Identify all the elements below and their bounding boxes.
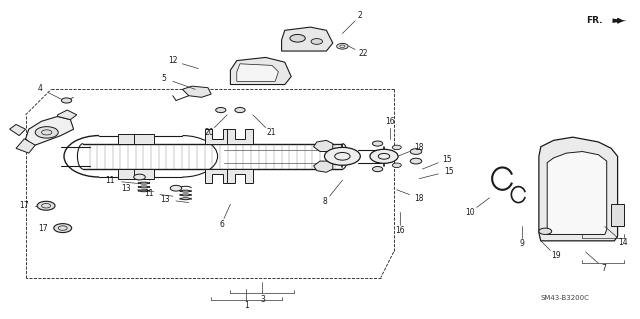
Polygon shape [58,110,77,120]
Circle shape [372,141,383,146]
Text: 3: 3 [260,295,265,304]
Text: 22: 22 [358,49,368,58]
Polygon shape [118,134,138,144]
Polygon shape [134,169,154,179]
Circle shape [392,145,401,150]
Text: 13: 13 [122,184,131,193]
Text: 10: 10 [465,208,476,217]
Polygon shape [547,152,607,234]
Text: 17: 17 [19,201,29,210]
Circle shape [372,167,383,172]
Polygon shape [611,204,624,226]
Polygon shape [539,137,618,241]
Polygon shape [314,140,333,152]
Circle shape [216,108,226,113]
Circle shape [35,127,58,138]
Circle shape [235,108,245,113]
Text: 2: 2 [358,11,363,20]
Polygon shape [26,116,74,145]
Text: 4: 4 [37,84,42,93]
Text: 19: 19 [551,251,561,260]
Polygon shape [227,169,253,183]
Polygon shape [282,27,333,51]
Text: 18: 18 [414,194,424,203]
Circle shape [54,224,72,233]
Polygon shape [227,129,253,144]
Polygon shape [118,169,138,179]
Circle shape [410,158,422,164]
Text: 7: 7 [602,264,607,273]
Circle shape [311,39,323,44]
Polygon shape [237,64,278,81]
Text: 15: 15 [443,155,452,164]
Text: 21: 21 [266,128,275,137]
Text: FR.: FR. [586,16,603,25]
Circle shape [134,174,145,180]
Circle shape [337,43,348,49]
Circle shape [61,98,72,103]
Text: 11: 11 [144,189,154,198]
Polygon shape [134,134,154,144]
Circle shape [410,149,422,154]
Text: 15: 15 [444,167,454,176]
Text: 16: 16 [385,117,396,126]
Text: 6: 6 [219,219,224,229]
Circle shape [539,228,552,234]
Text: 14: 14 [618,238,628,247]
Polygon shape [612,19,627,23]
Text: 20: 20 [204,128,214,137]
Text: 1: 1 [244,301,249,310]
Polygon shape [205,129,230,144]
Text: SM43-B3200C: SM43-B3200C [541,295,589,301]
Polygon shape [205,169,230,183]
Text: 11: 11 [106,176,115,185]
Text: 9: 9 [519,239,524,248]
Circle shape [170,185,182,191]
Text: 13: 13 [160,195,170,204]
Text: 5: 5 [161,73,166,83]
Text: 16: 16 [395,226,405,235]
Text: 17: 17 [38,224,48,233]
Text: 18: 18 [414,144,423,152]
Polygon shape [10,124,26,136]
Circle shape [290,34,305,42]
Polygon shape [314,161,333,172]
Text: 12: 12 [168,56,177,65]
Circle shape [370,149,398,163]
Circle shape [324,147,360,165]
Polygon shape [182,86,211,97]
Text: 8: 8 [323,197,328,206]
Circle shape [37,201,55,210]
Polygon shape [230,57,291,85]
Circle shape [392,163,401,167]
Polygon shape [16,139,35,153]
